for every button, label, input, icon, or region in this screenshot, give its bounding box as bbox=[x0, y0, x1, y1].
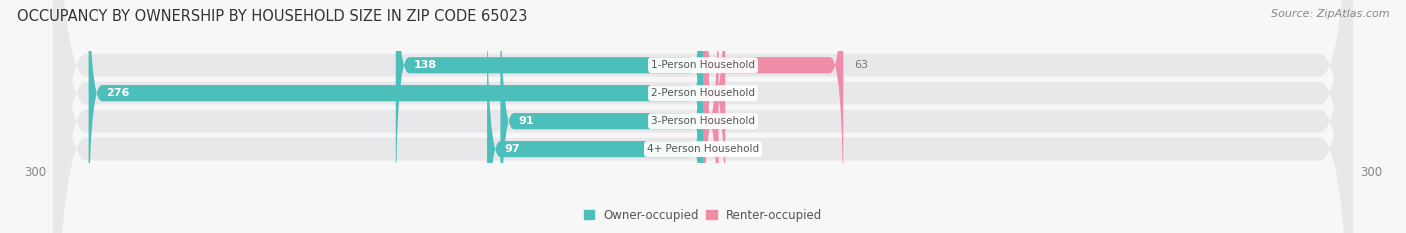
Text: 4+ Person Household: 4+ Person Household bbox=[647, 144, 759, 154]
FancyBboxPatch shape bbox=[53, 0, 1353, 233]
FancyBboxPatch shape bbox=[53, 0, 1353, 233]
Text: 3-Person Household: 3-Person Household bbox=[651, 116, 755, 126]
FancyBboxPatch shape bbox=[703, 0, 718, 233]
Text: 0: 0 bbox=[714, 144, 721, 154]
Text: 97: 97 bbox=[505, 144, 520, 154]
Text: OCCUPANCY BY OWNERSHIP BY HOUSEHOLD SIZE IN ZIP CODE 65023: OCCUPANCY BY OWNERSHIP BY HOUSEHOLD SIZE… bbox=[17, 9, 527, 24]
Text: 1-Person Household: 1-Person Household bbox=[651, 60, 755, 70]
Legend: Owner-occupied, Renter-occupied: Owner-occupied, Renter-occupied bbox=[579, 204, 827, 226]
Text: 276: 276 bbox=[107, 88, 129, 98]
Text: Source: ZipAtlas.com: Source: ZipAtlas.com bbox=[1271, 9, 1389, 19]
Text: 2-Person Household: 2-Person Household bbox=[651, 88, 755, 98]
Text: 63: 63 bbox=[855, 60, 869, 70]
FancyBboxPatch shape bbox=[396, 0, 703, 225]
FancyBboxPatch shape bbox=[89, 0, 703, 233]
FancyBboxPatch shape bbox=[501, 0, 703, 233]
FancyBboxPatch shape bbox=[53, 0, 1353, 233]
Text: 91: 91 bbox=[519, 116, 534, 126]
FancyBboxPatch shape bbox=[703, 0, 844, 225]
Text: 10: 10 bbox=[737, 88, 751, 98]
Text: 7: 7 bbox=[730, 116, 737, 126]
FancyBboxPatch shape bbox=[486, 0, 703, 233]
Text: 138: 138 bbox=[413, 60, 437, 70]
FancyBboxPatch shape bbox=[53, 0, 1353, 233]
FancyBboxPatch shape bbox=[703, 0, 725, 233]
